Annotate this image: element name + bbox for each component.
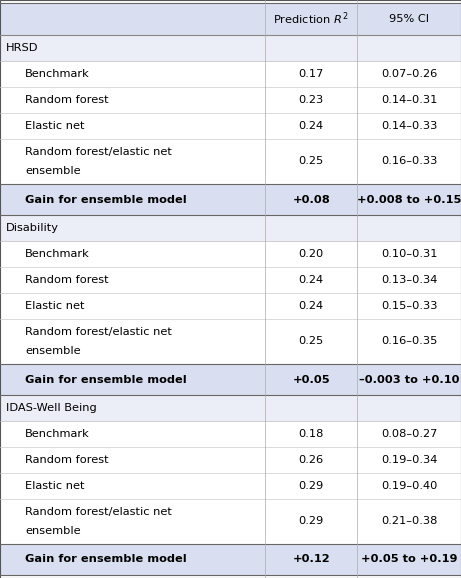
Text: Gain for ensemble model: Gain for ensemble model xyxy=(25,554,187,565)
Bar xyxy=(0,267,461,293)
Text: 0.07–0.26: 0.07–0.26 xyxy=(381,69,437,79)
Bar xyxy=(0,364,461,395)
Text: Benchmark: Benchmark xyxy=(25,69,90,79)
Text: 0.19–0.34: 0.19–0.34 xyxy=(381,455,437,465)
Text: 0.18: 0.18 xyxy=(298,429,324,439)
Text: Random forest/elastic net: Random forest/elastic net xyxy=(25,327,172,337)
Text: Gain for ensemble model: Gain for ensemble model xyxy=(25,375,187,384)
Text: Random forest/elastic net: Random forest/elastic net xyxy=(25,147,172,157)
Text: Benchmark: Benchmark xyxy=(25,429,90,439)
Bar xyxy=(0,139,461,184)
Text: 0.25: 0.25 xyxy=(299,336,324,346)
Bar xyxy=(0,293,461,318)
Bar xyxy=(0,499,461,544)
Bar xyxy=(0,395,461,421)
Bar xyxy=(0,473,461,499)
Text: +0.008 to +0.15: +0.008 to +0.15 xyxy=(357,195,461,205)
Text: +0.08: +0.08 xyxy=(292,195,330,205)
Text: Benchmark: Benchmark xyxy=(25,249,90,259)
Text: 0.16–0.35: 0.16–0.35 xyxy=(381,336,437,346)
Text: 0.15–0.33: 0.15–0.33 xyxy=(381,301,437,311)
Text: Random forest: Random forest xyxy=(25,455,109,465)
Text: 0.23: 0.23 xyxy=(299,95,324,105)
Text: ensemble: ensemble xyxy=(25,526,81,536)
Bar xyxy=(0,184,461,215)
Bar xyxy=(0,318,461,364)
Bar xyxy=(0,3,461,35)
Text: 0.13–0.34: 0.13–0.34 xyxy=(381,275,437,285)
Text: 0.14–0.33: 0.14–0.33 xyxy=(381,121,437,131)
Text: ensemble: ensemble xyxy=(25,346,81,356)
Text: Elastic net: Elastic net xyxy=(25,301,85,311)
Text: 0.24: 0.24 xyxy=(299,301,324,311)
Bar xyxy=(0,61,461,87)
Text: –0.003 to +0.10: –0.003 to +0.10 xyxy=(359,375,460,384)
Text: 0.17: 0.17 xyxy=(298,69,324,79)
Text: Gain for ensemble model: Gain for ensemble model xyxy=(25,195,187,205)
Text: 95% CI: 95% CI xyxy=(389,14,429,24)
Text: Elastic net: Elastic net xyxy=(25,121,85,131)
Text: +0.12: +0.12 xyxy=(292,554,330,565)
Text: +0.05: +0.05 xyxy=(292,375,330,384)
Text: ensemble: ensemble xyxy=(25,166,81,176)
Text: 0.14–0.31: 0.14–0.31 xyxy=(381,95,437,105)
Bar xyxy=(0,241,461,267)
Text: +0.05 to +0.19: +0.05 to +0.19 xyxy=(361,554,457,565)
Bar xyxy=(0,544,461,575)
Text: 0.29: 0.29 xyxy=(299,516,324,526)
Bar xyxy=(0,215,461,241)
Text: 0.08–0.27: 0.08–0.27 xyxy=(381,429,437,439)
Text: Random forest: Random forest xyxy=(25,95,109,105)
Bar xyxy=(0,447,461,473)
Text: 0.21–0.38: 0.21–0.38 xyxy=(381,516,437,526)
Text: IDAS-Well Being: IDAS-Well Being xyxy=(6,403,96,413)
Text: 0.29: 0.29 xyxy=(299,481,324,491)
Text: HRSD: HRSD xyxy=(6,43,38,53)
Text: 0.26: 0.26 xyxy=(299,455,324,465)
Bar xyxy=(0,35,461,61)
Text: Random forest: Random forest xyxy=(25,275,109,285)
Text: 0.16–0.33: 0.16–0.33 xyxy=(381,156,437,166)
Text: 0.20: 0.20 xyxy=(299,249,324,259)
Bar xyxy=(0,113,461,139)
Text: 0.24: 0.24 xyxy=(299,121,324,131)
Text: Elastic net: Elastic net xyxy=(25,481,85,491)
Text: Random forest/elastic net: Random forest/elastic net xyxy=(25,507,172,517)
Text: 0.19–0.40: 0.19–0.40 xyxy=(381,481,437,491)
Text: Prediction $\mathit{R}^{2}$: Prediction $\mathit{R}^{2}$ xyxy=(273,11,349,27)
Text: 0.25: 0.25 xyxy=(299,156,324,166)
Text: Disability: Disability xyxy=(6,223,59,233)
Text: 0.24: 0.24 xyxy=(299,275,324,285)
Bar xyxy=(0,87,461,113)
Bar xyxy=(0,421,461,447)
Text: 0.10–0.31: 0.10–0.31 xyxy=(381,249,437,259)
